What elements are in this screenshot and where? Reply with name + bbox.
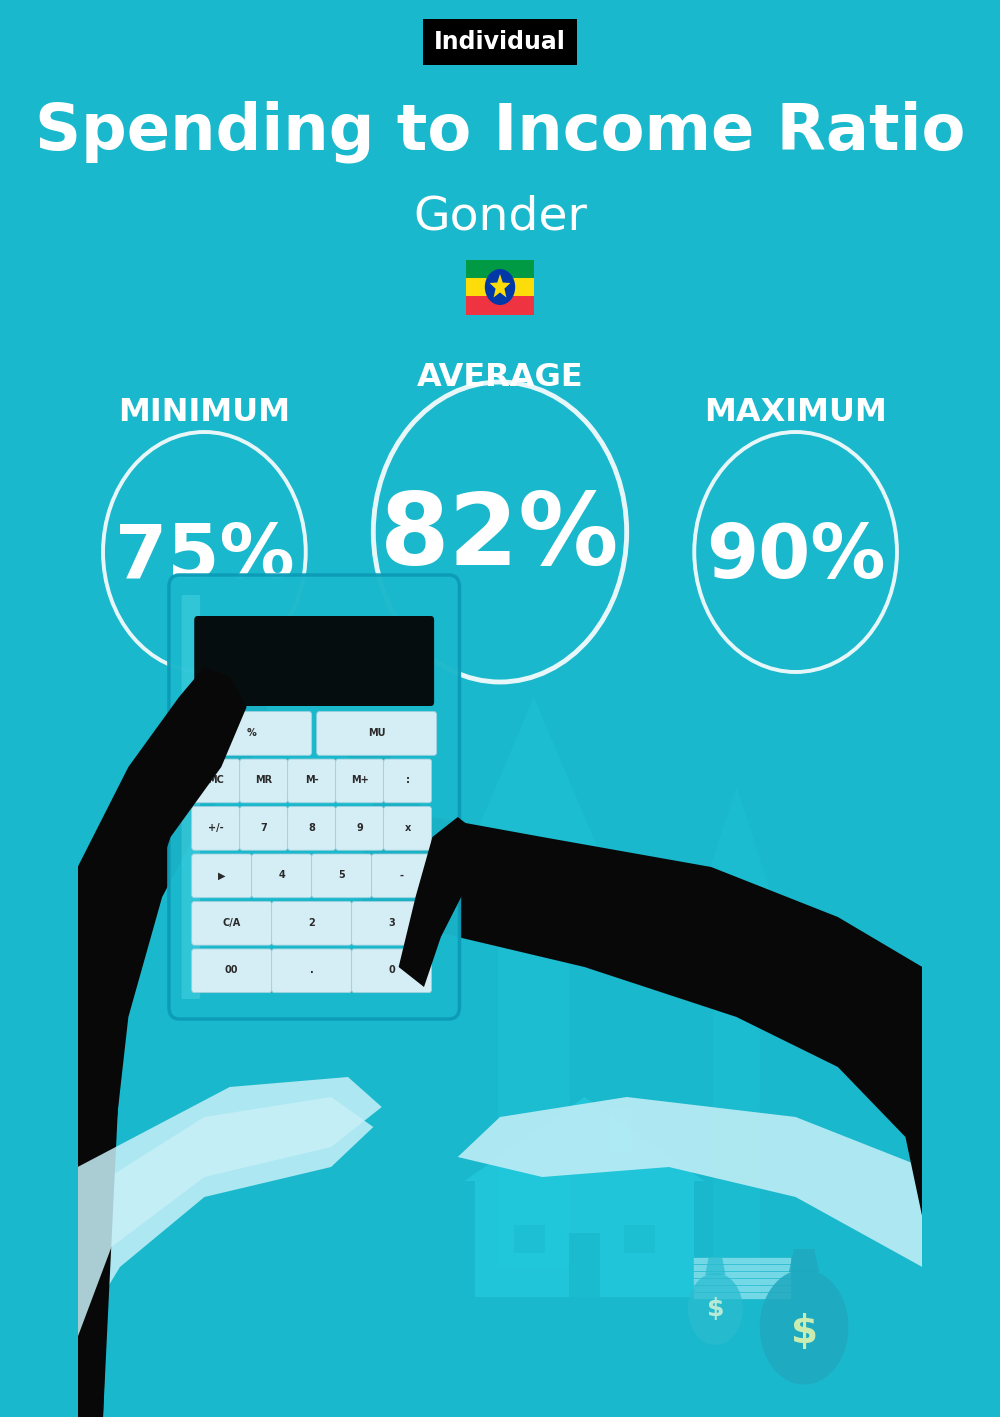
FancyBboxPatch shape <box>192 949 272 993</box>
FancyBboxPatch shape <box>272 901 352 945</box>
Text: 0: 0 <box>388 965 395 975</box>
Text: MC: MC <box>207 775 224 785</box>
FancyBboxPatch shape <box>288 806 336 850</box>
Circle shape <box>485 269 515 305</box>
Text: 7: 7 <box>260 823 267 833</box>
Text: -: - <box>400 870 404 880</box>
FancyBboxPatch shape <box>694 1257 791 1264</box>
FancyBboxPatch shape <box>384 760 432 803</box>
FancyBboxPatch shape <box>336 760 384 803</box>
Polygon shape <box>789 1248 819 1272</box>
FancyBboxPatch shape <box>624 1226 655 1253</box>
FancyBboxPatch shape <box>192 901 272 945</box>
FancyBboxPatch shape <box>272 949 352 993</box>
Polygon shape <box>78 1077 382 1417</box>
Polygon shape <box>348 737 432 857</box>
Text: Spending to Income Ratio: Spending to Income Ratio <box>35 101 965 163</box>
FancyBboxPatch shape <box>694 1285 791 1292</box>
Text: MU: MU <box>368 728 385 738</box>
Text: $: $ <box>791 1314 818 1350</box>
Polygon shape <box>475 1180 694 1297</box>
Polygon shape <box>465 1097 704 1180</box>
FancyBboxPatch shape <box>240 760 288 803</box>
Text: 8: 8 <box>308 823 315 833</box>
FancyBboxPatch shape <box>352 901 432 945</box>
Text: ▶: ▶ <box>218 870 225 880</box>
FancyBboxPatch shape <box>372 854 432 898</box>
Text: 75%: 75% <box>115 520 294 594</box>
Text: Gonder: Gonder <box>413 194 587 239</box>
Text: $: $ <box>707 1297 724 1321</box>
Text: MR: MR <box>255 775 272 785</box>
Bar <box>466 296 534 315</box>
Polygon shape <box>78 677 272 1417</box>
FancyBboxPatch shape <box>312 854 372 898</box>
Polygon shape <box>78 667 247 1417</box>
Text: 5: 5 <box>338 870 345 880</box>
FancyBboxPatch shape <box>694 1271 791 1278</box>
FancyBboxPatch shape <box>192 760 240 803</box>
Text: +/-: +/- <box>208 823 224 833</box>
Polygon shape <box>490 273 510 298</box>
Text: %: % <box>247 728 257 738</box>
Bar <box>466 278 534 296</box>
Polygon shape <box>610 1107 631 1153</box>
Polygon shape <box>466 697 601 1267</box>
FancyBboxPatch shape <box>194 616 434 706</box>
Polygon shape <box>458 1097 922 1417</box>
Ellipse shape <box>760 1270 848 1384</box>
Text: .: . <box>310 965 314 975</box>
Text: Individual: Individual <box>434 30 566 54</box>
FancyBboxPatch shape <box>182 595 200 999</box>
Ellipse shape <box>688 1272 743 1345</box>
FancyBboxPatch shape <box>694 1264 791 1271</box>
FancyBboxPatch shape <box>336 806 384 850</box>
FancyBboxPatch shape <box>514 1226 545 1253</box>
FancyBboxPatch shape <box>192 806 240 850</box>
Text: AVERAGE: AVERAGE <box>417 361 583 393</box>
Polygon shape <box>399 818 483 988</box>
Text: M+: M+ <box>351 775 368 785</box>
Polygon shape <box>348 818 922 1417</box>
Text: 90%: 90% <box>706 520 885 594</box>
Text: 4: 4 <box>278 870 285 880</box>
Text: M-: M- <box>305 775 318 785</box>
Text: 82%: 82% <box>380 489 620 585</box>
FancyBboxPatch shape <box>288 760 336 803</box>
FancyBboxPatch shape <box>694 1278 791 1285</box>
Polygon shape <box>78 1097 373 1417</box>
Polygon shape <box>705 1257 726 1275</box>
Text: 9: 9 <box>356 823 363 833</box>
FancyBboxPatch shape <box>192 711 312 755</box>
Text: MAXIMUM: MAXIMUM <box>704 397 887 428</box>
Polygon shape <box>690 786 783 1297</box>
FancyBboxPatch shape <box>694 1292 791 1299</box>
Text: :: : <box>406 775 410 785</box>
FancyBboxPatch shape <box>192 854 252 898</box>
FancyBboxPatch shape <box>169 575 459 1019</box>
FancyBboxPatch shape <box>317 711 437 755</box>
Bar <box>466 259 534 278</box>
Polygon shape <box>569 1233 600 1297</box>
FancyBboxPatch shape <box>352 949 432 993</box>
Text: 3: 3 <box>388 918 395 928</box>
FancyBboxPatch shape <box>252 854 312 898</box>
FancyBboxPatch shape <box>240 806 288 850</box>
Text: 00: 00 <box>225 965 238 975</box>
Text: 2: 2 <box>308 918 315 928</box>
Text: MINIMUM: MINIMUM <box>118 397 290 428</box>
Text: x: x <box>404 823 411 833</box>
Text: C/A: C/A <box>223 918 241 928</box>
FancyBboxPatch shape <box>384 806 432 850</box>
